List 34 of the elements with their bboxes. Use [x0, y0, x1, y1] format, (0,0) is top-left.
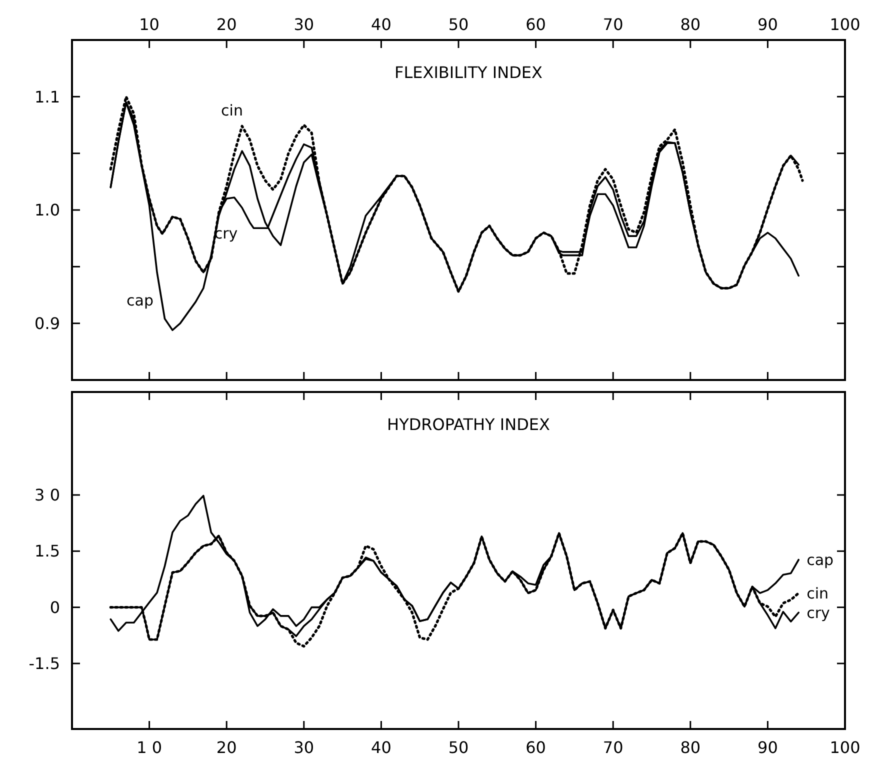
x-tick-label: 30 — [294, 738, 314, 757]
y-tick-label: 1.5 — [34, 542, 60, 561]
x-tick-label: 20 — [216, 15, 237, 34]
annotation: cin — [221, 101, 243, 120]
x-tick-label: 20 — [216, 738, 237, 757]
legend-label: cry — [806, 604, 830, 622]
legend-label: cap — [806, 551, 834, 569]
x-tick-label: 70 — [602, 15, 624, 34]
annotation: cap — [126, 291, 154, 310]
x-tick-label: 40 — [371, 15, 392, 34]
x-tick-label: 70 — [602, 738, 624, 757]
y-tick-label: 3 0 — [34, 486, 60, 505]
x-tick-label: 50 — [448, 15, 469, 34]
x-tick-label: 80 — [680, 15, 701, 34]
y-tick-label: 0.9 — [34, 314, 60, 333]
x-tick-label: 10 — [139, 15, 160, 34]
x-tick-label: 100 — [830, 738, 860, 757]
y-tick-label: 1.1 — [34, 87, 60, 106]
x-tick-label: 90 — [758, 738, 778, 757]
x-tick-label: 30 — [294, 15, 314, 34]
x-tick-label: 50 — [448, 738, 469, 757]
y-tick-label: 1.0 — [34, 200, 60, 220]
y-tick-label: 0 — [50, 598, 60, 617]
text: HYDROPATHY INDEX — [387, 415, 550, 434]
x-tick-label: 80 — [680, 738, 701, 757]
x-tick-label: 1 0 — [136, 738, 162, 757]
y-tick-label: -1.5 — [28, 654, 60, 674]
x-tick-label: 60 — [526, 738, 546, 757]
text: FLEXIBILITY INDEX — [394, 63, 543, 82]
x-tick-label: 100 — [830, 15, 860, 34]
x-tick-label: 90 — [758, 15, 778, 34]
x-tick-label: 40 — [371, 738, 392, 757]
x-tick-label: 60 — [526, 15, 546, 34]
series-label: cin — [806, 584, 829, 602]
